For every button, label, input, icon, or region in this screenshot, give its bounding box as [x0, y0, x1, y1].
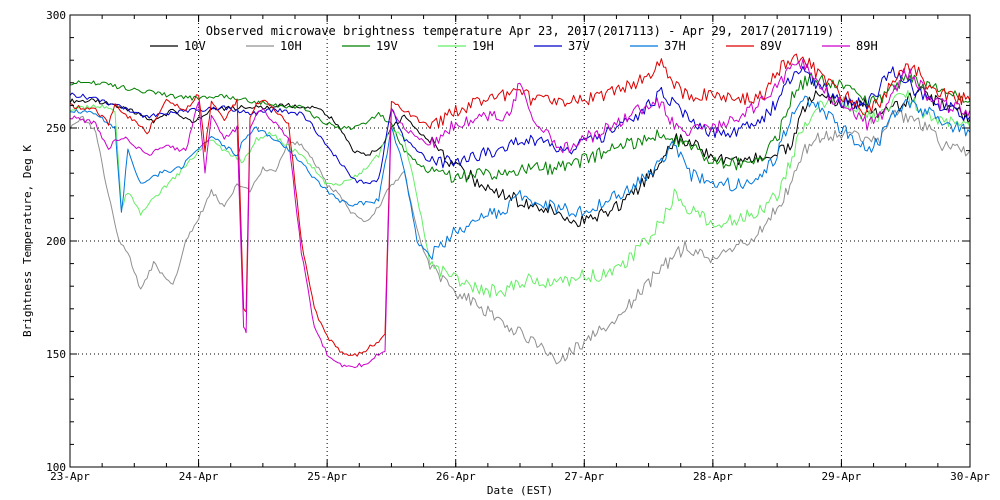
legend-label-10v: 10V — [184, 39, 206, 53]
legend: 10V 10H 19V 19H 37V 37H 89V 89H — [150, 39, 878, 53]
legend-label-37h: 37H — [664, 39, 686, 53]
chart-title: Observed microwave brightness temperatur… — [206, 24, 835, 38]
tick-labels: 100 150 200 250 300 23-Apr 24-Apr 25-Apr 26-Apr 2… — [46, 9, 990, 483]
legend-label-19v: 19V — [376, 39, 398, 53]
x-tick-label: 27-Apr — [564, 470, 604, 483]
y-axis-label: Brightness Temperature, Deg K — [21, 145, 34, 337]
series-line-37h — [70, 95, 971, 260]
series-line-19v — [69, 72, 971, 183]
x-tick-label: 26-Apr — [436, 470, 476, 483]
series-line-89h — [69, 58, 971, 369]
grid — [70, 15, 970, 467]
x-tick-label: 24-Apr — [179, 470, 219, 483]
x-tick-label: 29-Apr — [822, 470, 862, 483]
x-tick-label: 23-Apr — [50, 470, 90, 483]
series-line-37v — [69, 66, 971, 185]
y-tick-label: 250 — [46, 122, 66, 135]
legend-label-10h: 10H — [280, 39, 302, 53]
legend-label-89v: 89V — [760, 39, 782, 53]
legend-label-19h: 19H — [472, 39, 494, 53]
series-line-19h — [69, 90, 971, 298]
series-layer — [69, 53, 971, 369]
x-axis-label: Date (EST) — [487, 484, 553, 497]
series-line-89v — [69, 53, 971, 357]
ticks — [69, 14, 971, 468]
y-tick-label: 300 — [46, 9, 66, 22]
y-tick-label: 150 — [46, 348, 66, 361]
x-tick-label: 28-Apr — [693, 470, 733, 483]
legend-label-89h: 89H — [856, 39, 878, 53]
y-tick-label: 200 — [46, 235, 66, 248]
y-tick-label: 100 — [46, 461, 66, 474]
series-line-10h — [69, 109, 971, 365]
x-tick-label: 25-Apr — [307, 470, 347, 483]
legend-label-37v: 37V — [568, 39, 590, 53]
x-tick-label: 30-Apr — [950, 470, 990, 483]
